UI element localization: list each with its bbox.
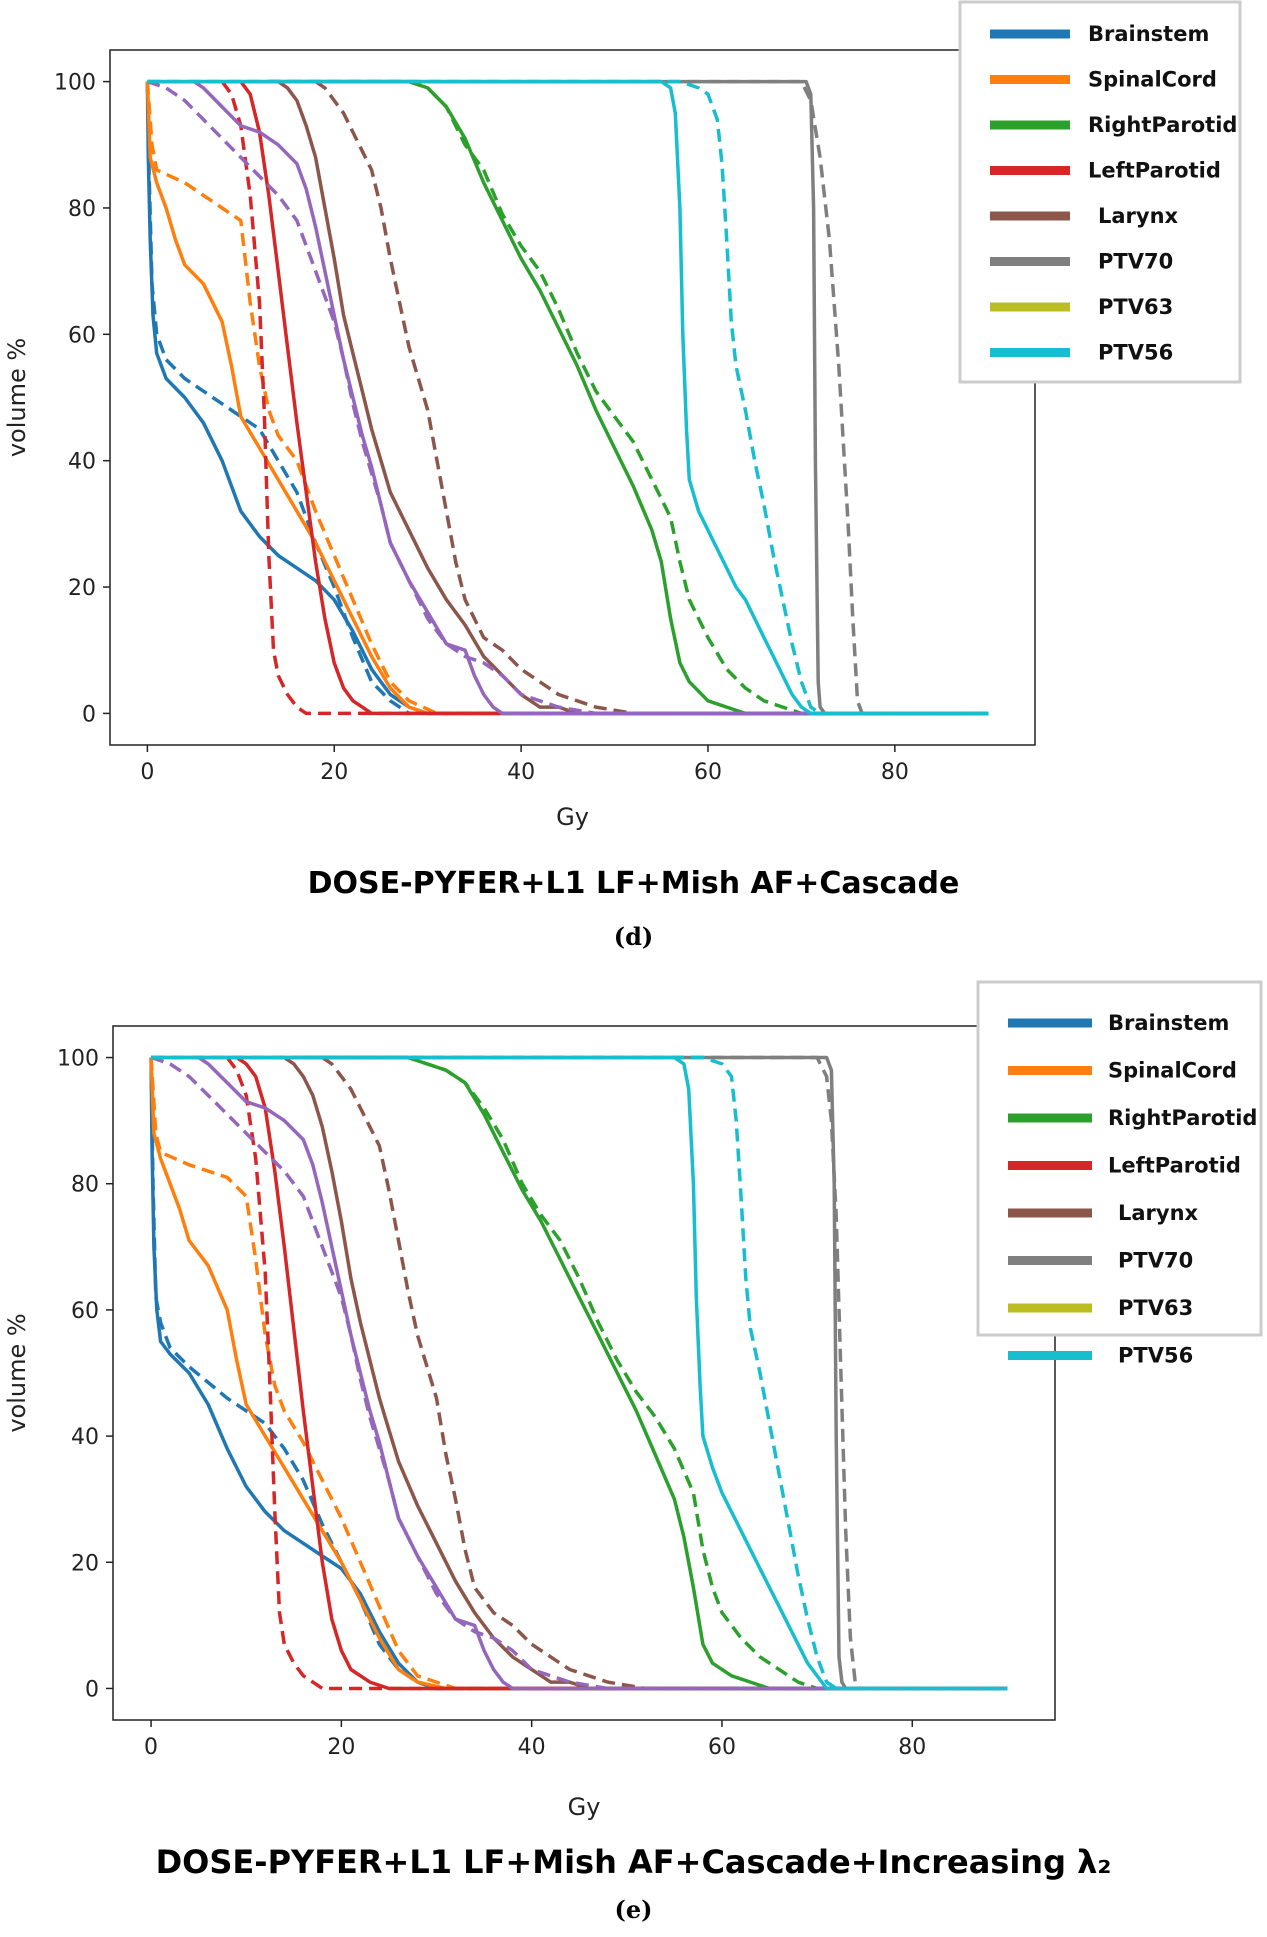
series-line-rightparotid-dashed — [268, 79, 989, 716]
series-line-larynx-solid — [268, 79, 989, 716]
series-line-spinalcord-dashed — [145, 81, 989, 716]
series-group — [145, 79, 989, 716]
series-line-ptv70-solid — [147, 79, 989, 716]
series-line-spinalcord-solid — [145, 81, 989, 716]
series-line-purple-dashed — [150, 1055, 1008, 1691]
series-line-rightparotid-solid — [268, 79, 989, 716]
series-line-ptv56-dashed — [151, 1055, 1008, 1691]
series-line-purple-solid — [197, 1056, 1008, 1691]
series-line-purple-dashed — [146, 79, 989, 716]
panel-label-d: (d) — [613, 922, 654, 951]
x-tick-label: 80 — [898, 1735, 926, 1760]
y-tick-label: 60 — [71, 1299, 99, 1324]
series-line-spinalcord-solid — [149, 1057, 1008, 1691]
chart-panel-e: 0 20 40 60 80 0 20 40 60 80 100 Gy volume % Brainstem… — [3, 980, 1263, 1821]
panel-label-e: (e) — [614, 1895, 653, 1924]
series-line-ptv70-solid — [151, 1055, 1008, 1691]
legend-label-larynx: Larynx — [1118, 1201, 1199, 1225]
y-tick-label: 0 — [85, 1677, 99, 1702]
y-axis-label: volume % — [3, 338, 31, 457]
series-line-ptv70-dashed — [151, 1055, 1008, 1691]
plot-frame — [112, 1025, 1056, 1721]
legend-label-larynx: Larynx — [1098, 204, 1179, 228]
x-tick-label: 0 — [144, 1735, 158, 1760]
series-line-larynx-solid — [274, 1055, 1008, 1691]
y-tick-label: 60 — [68, 323, 96, 348]
legend-box — [976, 980, 1263, 1337]
x-tick-label: 60 — [694, 760, 722, 785]
x-tick-label: 0 — [140, 760, 154, 785]
series-line-ptv56-solid — [147, 79, 989, 716]
y-axis-label: volume % — [3, 1313, 31, 1432]
series-line-rightparotid-solid — [303, 1055, 1008, 1691]
series-line-spinalcord-dashed — [149, 1057, 1008, 1691]
plot-frame — [109, 49, 1036, 746]
x-tick-label: 60 — [708, 1735, 736, 1760]
series-line-rightparotid-dashed — [303, 1055, 1008, 1691]
legend-label-ptv56: PTV56 — [1098, 341, 1173, 365]
x-axis-label: Gy — [556, 803, 589, 831]
legend-label-spinalcord: SpinalCord — [1108, 1059, 1237, 1083]
legend-label-rightparotid: RightParotid — [1108, 1106, 1257, 1130]
legend-label-spinalcord: SpinalCord — [1088, 68, 1217, 92]
y-tick-label: 20 — [68, 576, 96, 601]
series-line-ptv70-dashed — [147, 79, 989, 716]
series-line-larynx-dashed — [321, 1056, 1008, 1691]
y-tick-label: 40 — [68, 450, 96, 475]
y-tick-label: 0 — [82, 702, 96, 727]
series-line-ptv56-dashed — [147, 79, 989, 716]
series-line-leftparotid-dashed — [225, 1056, 1008, 1691]
y-tick-label: 100 — [57, 1047, 99, 1072]
x-tick-label: 40 — [518, 1735, 546, 1760]
chart-title-d: DOSE-PYFER+L1 LF+Mish AF+Cascade — [307, 866, 960, 901]
legend-label-ptv56: PTV56 — [1118, 1344, 1193, 1368]
x-axis-label: Gy — [568, 1793, 601, 1821]
series-group — [149, 1055, 1008, 1691]
legend-label-leftparotid: LeftParotid — [1088, 159, 1221, 183]
y-tick-label: 20 — [71, 1551, 99, 1576]
legend-label-ptv63: PTV63 — [1098, 295, 1173, 319]
y-tick-label: 80 — [68, 197, 96, 222]
x-tick-label: 20 — [320, 760, 348, 785]
chart-title-e: DOSE-PYFER+L1 LF+Mish AF+Cascade+Increas… — [155, 1843, 1112, 1881]
legend-label-brainstem: Brainstem — [1108, 1011, 1229, 1035]
legend-box — [958, 0, 1242, 384]
y-tick-label: 100 — [54, 71, 96, 96]
legend-label-rightparotid: RightParotid — [1088, 113, 1237, 137]
x-tick-label: 20 — [327, 1735, 355, 1760]
series-line-brainstem-dashed — [149, 1057, 1008, 1691]
series-line-larynx-dashed — [314, 80, 989, 716]
legend-label-ptv70: PTV70 — [1098, 250, 1173, 274]
y-tick-label: 40 — [71, 1425, 99, 1450]
series-line-brainstem-solid — [149, 1057, 1008, 1691]
series-line-brainstem-dashed — [145, 81, 989, 716]
chart-panel-d: 0 20 40 60 80 0 20 40 60 80 100 Gy volume % Brainstem… — [3, 0, 1242, 831]
x-tick-label: 40 — [507, 760, 535, 785]
legend-label-ptv63: PTV63 — [1118, 1296, 1193, 1320]
legend-label-leftparotid: LeftParotid — [1108, 1154, 1241, 1178]
series-line-leftparotid-dashed — [220, 80, 989, 716]
legend-label-brainstem: Brainstem — [1088, 22, 1209, 46]
series-line-leftparotid-solid — [235, 1056, 1008, 1691]
series-line-brainstem-solid — [145, 81, 989, 716]
series-line-leftparotid-solid — [239, 80, 989, 716]
legend-label-ptv70: PTV70 — [1118, 1249, 1193, 1273]
series-line-ptv56-solid — [151, 1055, 1008, 1691]
x-tick-label: 80 — [881, 760, 909, 785]
y-tick-label: 80 — [71, 1173, 99, 1198]
